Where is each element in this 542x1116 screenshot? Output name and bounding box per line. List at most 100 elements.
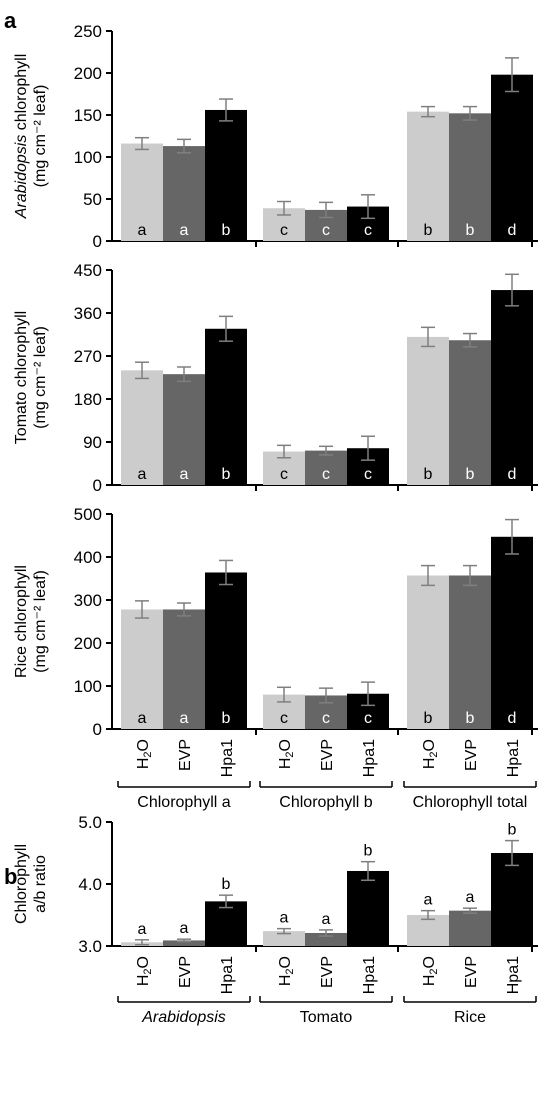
bar-hpa1: [491, 290, 533, 485]
significance-letter: b: [508, 822, 517, 839]
y-tick-label: 300: [74, 591, 102, 610]
bar-hpa1: [491, 536, 533, 729]
y-axis-label: Arabidopsis chlorophyll (mg cm⁻² leaf): [13, 54, 49, 220]
significance-letter: b: [466, 222, 475, 239]
treatment-label: Hpa1: [505, 739, 522, 777]
significance-letter: c: [364, 466, 372, 483]
significance-letter: a: [180, 920, 189, 937]
significance-letter: b: [222, 710, 231, 727]
y-tick-label: 180: [74, 390, 102, 409]
significance-letter: a: [322, 911, 331, 928]
y-tick-label: 400: [74, 548, 102, 567]
significance-letter: a: [138, 921, 147, 938]
significance-letter: d: [508, 710, 517, 727]
treatment-label: EVP: [177, 956, 194, 988]
chart-3: 0 100 200 300 400 500 Rice chlorophyll (mg cm⁻²…: [13, 505, 538, 811]
bar-hpa1: [205, 328, 247, 485]
y-tick-label: 0: [93, 476, 102, 495]
bar-evp: [305, 932, 347, 946]
treatment-label: Hpa1: [361, 739, 378, 777]
y-tick-label: 0: [93, 720, 102, 739]
bar-hpa1: [205, 109, 247, 242]
treatment-label: EVP: [177, 739, 194, 771]
bar-evp: [305, 450, 347, 485]
bar-hpa1: [205, 572, 247, 729]
significance-letter: c: [280, 222, 288, 239]
treatment-label: H2O: [135, 739, 154, 769]
treatment-label: Hpa1: [361, 956, 378, 994]
y-tick-label: 50: [83, 190, 102, 209]
y-tick-label: 150: [74, 106, 102, 125]
bar-h2o: [407, 915, 449, 946]
significance-letter: d: [508, 222, 517, 239]
panel-label-a: a: [4, 8, 17, 33]
significance-letter: c: [322, 710, 330, 727]
bar-h2o: [407, 111, 449, 241]
y-tick-label: 450: [74, 261, 102, 280]
group-label: Chlorophyll a: [137, 794, 230, 811]
y-tick-label: 90: [83, 433, 102, 452]
group-label: Arabidopsis: [141, 1009, 226, 1026]
significance-letter: b: [424, 222, 433, 239]
bar-hpa1: [205, 901, 247, 946]
chart-2: 0 90 180 270 360 450 Tomato chlorophyll (mg cm⁻…: [13, 261, 538, 495]
y-tick-label: 270: [74, 347, 102, 366]
significance-letter: c: [364, 710, 372, 727]
bar-h2o: [263, 931, 305, 946]
y-tick-label: 200: [74, 634, 102, 653]
significance-letter: b: [466, 466, 475, 483]
y-tick-label: 3.0: [78, 937, 102, 956]
significance-letter: a: [280, 910, 289, 927]
significance-letter: b: [222, 876, 231, 893]
treatment-label: Hpa1: [219, 956, 236, 994]
significance-letter: b: [222, 466, 231, 483]
significance-letter: c: [322, 466, 330, 483]
significance-letter: a: [180, 222, 189, 239]
y-tick-label: 100: [74, 148, 102, 167]
chart-area: 0 50 100 150 200 250 Arabidopsis chlorophyll (m…: [13, 22, 538, 1026]
y-tick-label: 100: [74, 677, 102, 696]
treatment-label: EVP: [319, 956, 336, 988]
significance-letter: b: [222, 222, 231, 239]
bar-evp: [163, 940, 205, 946]
significance-letter: b: [424, 466, 433, 483]
bar-h2o: [121, 370, 163, 485]
treatment-label: H2O: [421, 956, 440, 986]
y-tick-label: 4.0: [78, 875, 102, 894]
significance-letter: a: [424, 892, 433, 909]
bar-evp: [449, 113, 491, 241]
treatment-label: Hpa1: [505, 956, 522, 994]
y-tick-label: 5.0: [78, 813, 102, 832]
significance-letter: a: [180, 710, 189, 727]
bar-evp: [163, 146, 205, 241]
significance-letter: c: [322, 222, 330, 239]
significance-letter: b: [424, 710, 433, 727]
group-label: Chlorophyll b: [279, 794, 372, 811]
y-tick-label: 0: [93, 232, 102, 251]
bar-evp: [163, 609, 205, 729]
chart-1: 0 50 100 150 200 250 Arabidopsis chlorophyll (m…: [13, 22, 538, 251]
bar-h2o: [407, 336, 449, 485]
y-tick-label: 200: [74, 64, 102, 83]
y-axis-label: Rice chlorophyll (mg cm⁻² leaf): [13, 565, 49, 678]
y-tick-label: 250: [74, 22, 102, 41]
bar-hpa1: [491, 74, 533, 242]
y-tick-label: 500: [74, 505, 102, 524]
treatment-label: H2O: [421, 739, 440, 769]
bar-evp: [163, 374, 205, 485]
panel-label-b: b: [4, 864, 17, 889]
bar-h2o: [407, 575, 449, 729]
significance-letter: a: [180, 466, 189, 483]
y-tick-label: 360: [74, 304, 102, 323]
treatment-label: EVP: [319, 739, 336, 771]
bar-hpa1: [347, 870, 389, 946]
treatment-label: H2O: [277, 956, 296, 986]
treatment-label: H2O: [135, 956, 154, 986]
significance-letter: a: [138, 710, 147, 727]
treatment-label: EVP: [463, 956, 480, 988]
treatment-label: H2O: [277, 739, 296, 769]
chart-4: 3.0 4.0 5.0 Chlorophyll a/b ratio a a b a a b a a b H2…: [13, 813, 538, 1026]
treatment-label: Hpa1: [219, 739, 236, 777]
significance-letter: b: [364, 843, 373, 860]
